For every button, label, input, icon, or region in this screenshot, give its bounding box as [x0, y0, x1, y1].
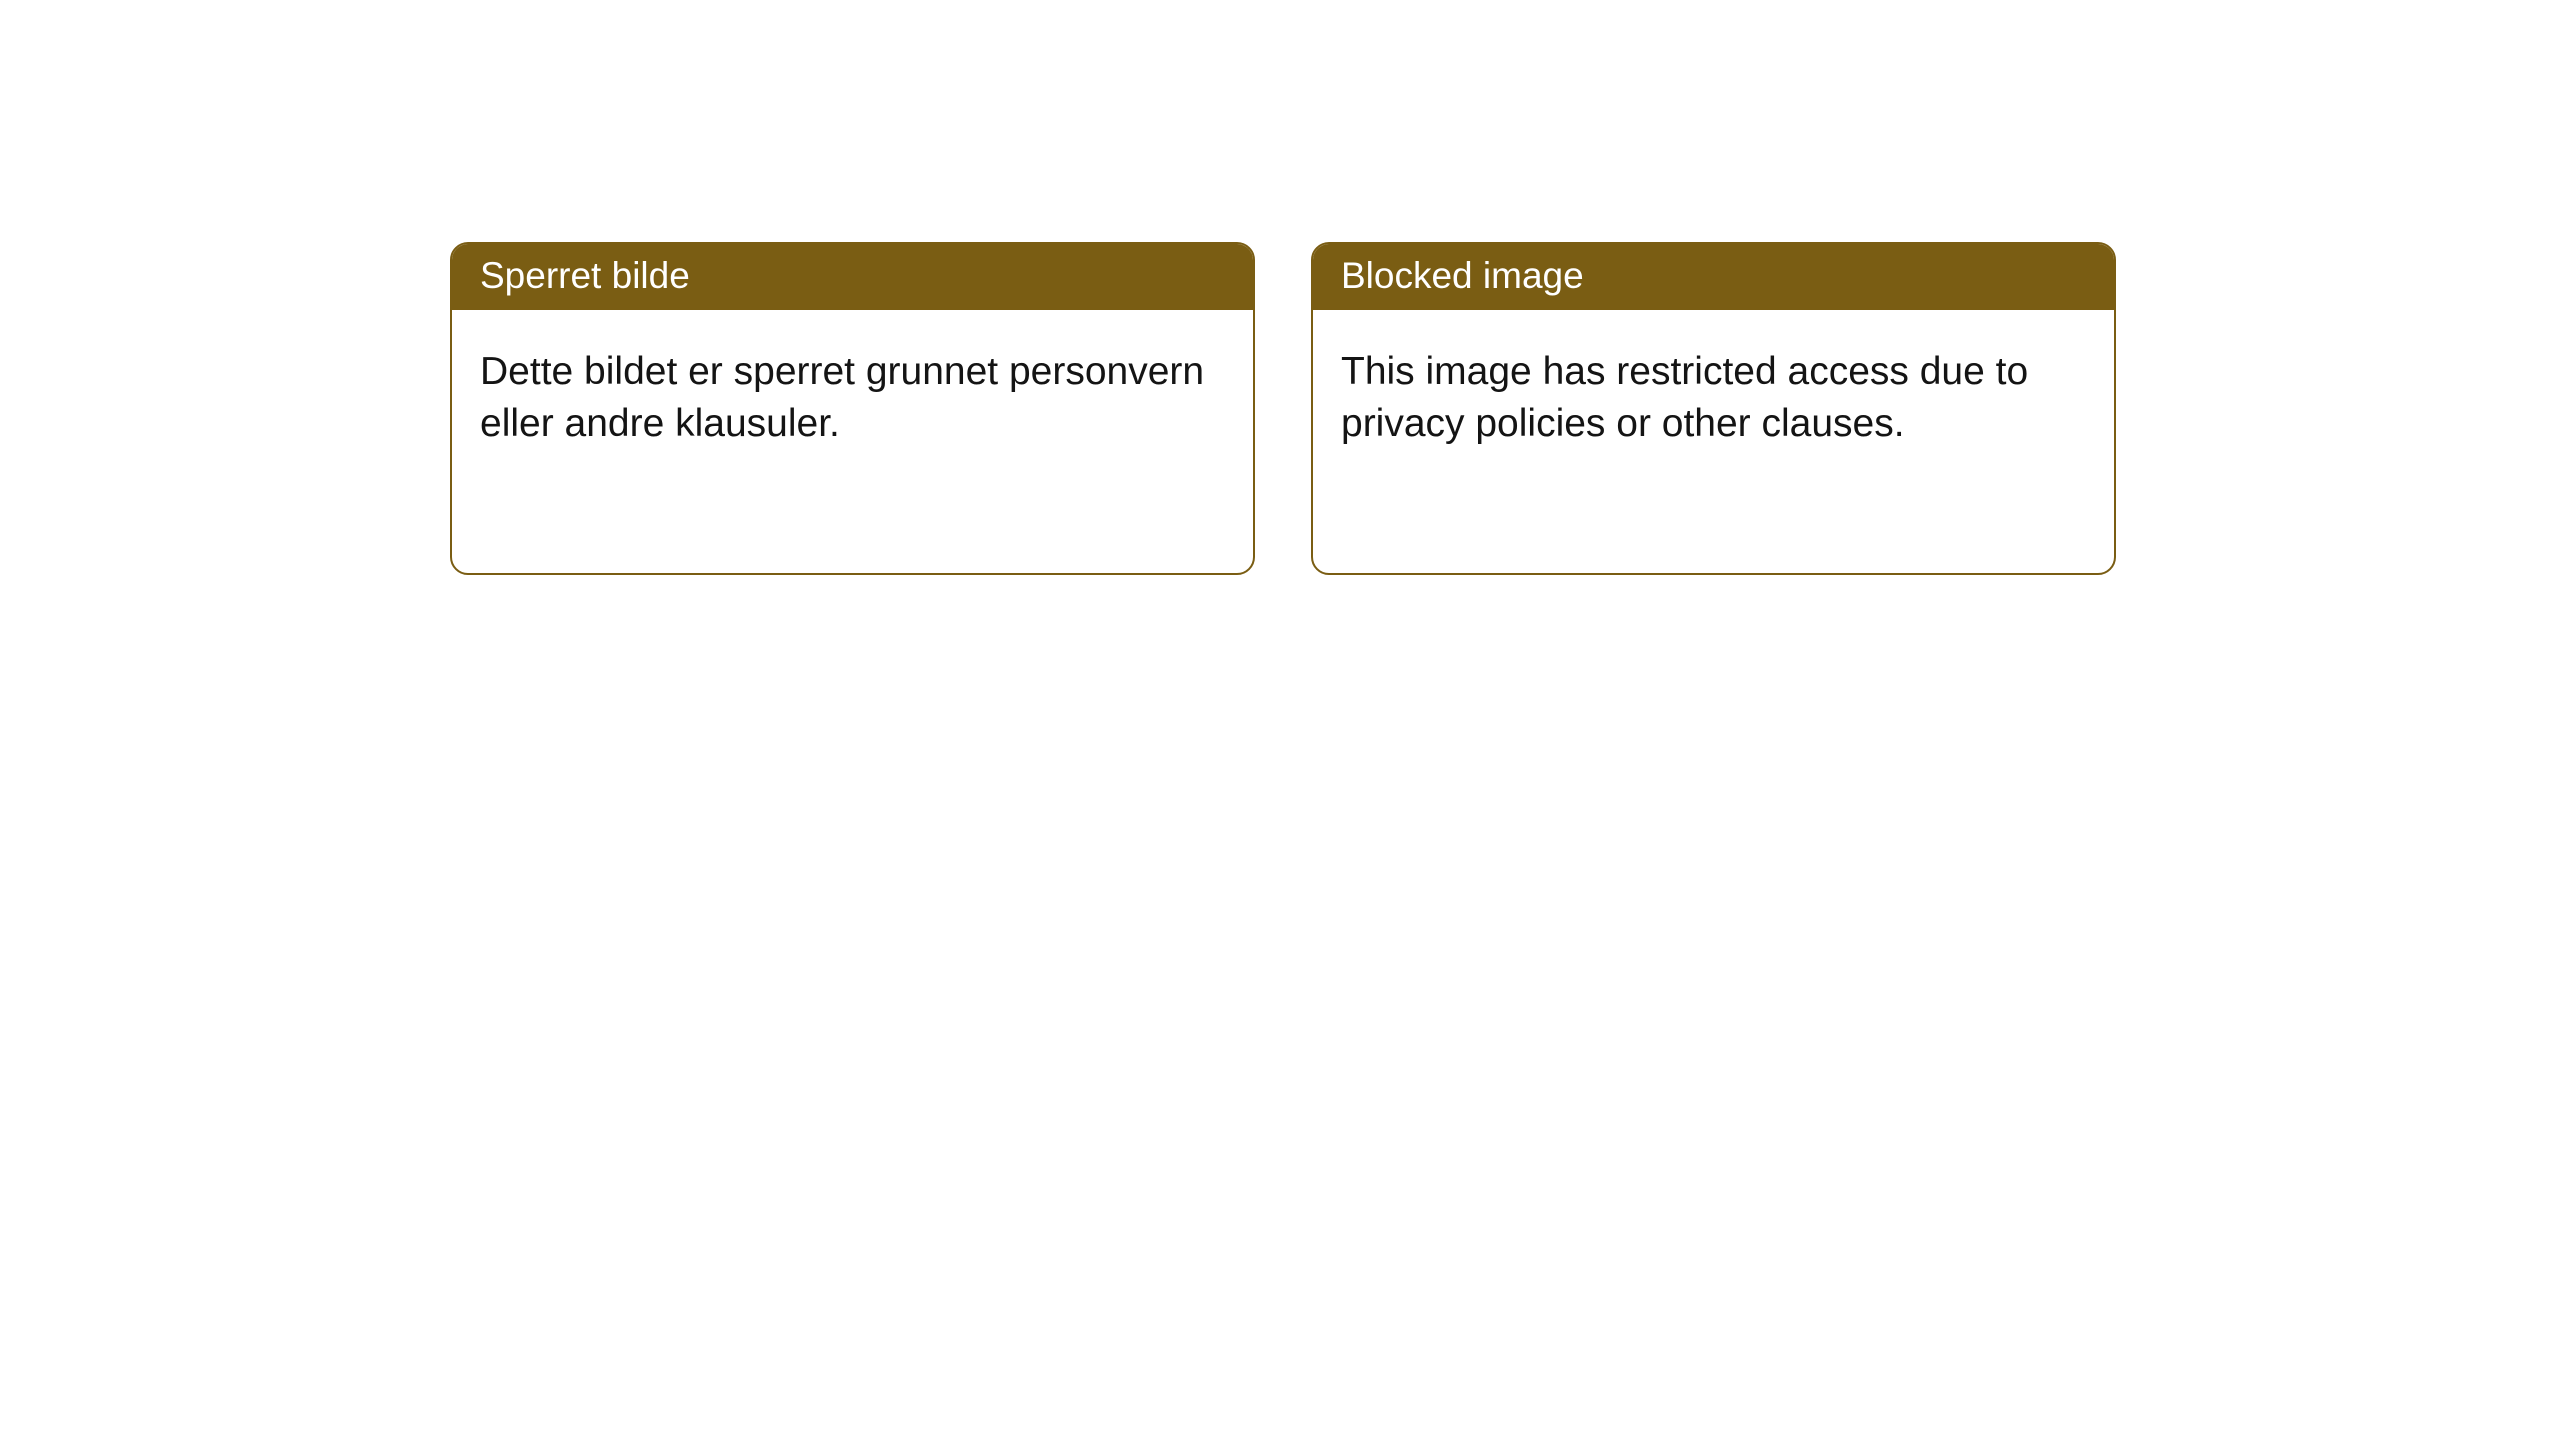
- notice-header: Blocked image: [1313, 244, 2114, 310]
- notice-body: This image has restricted access due to …: [1313, 310, 2114, 478]
- notice-container: Sperret bilde Dette bildet er sperret gr…: [0, 0, 2560, 575]
- notice-card-english: Blocked image This image has restricted …: [1311, 242, 2116, 575]
- notice-body: Dette bildet er sperret grunnet personve…: [452, 310, 1253, 478]
- notice-header: Sperret bilde: [452, 244, 1253, 310]
- notice-card-norwegian: Sperret bilde Dette bildet er sperret gr…: [450, 242, 1255, 575]
